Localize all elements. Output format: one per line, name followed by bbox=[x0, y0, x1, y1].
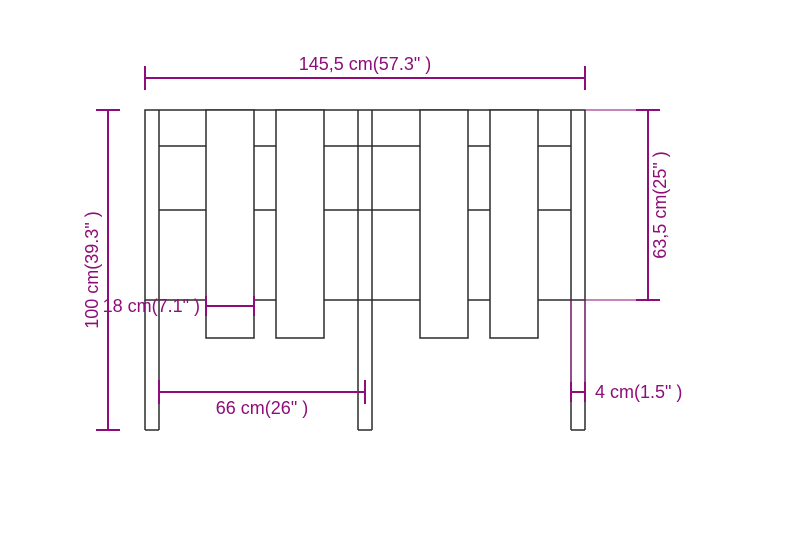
dim-width-label: 145,5 cm(57.3" ) bbox=[299, 54, 431, 74]
dim-slat-width-label: 18 cm(7.1" ) bbox=[103, 296, 200, 316]
dim-panel-height-label: 63,5 cm(25" ) bbox=[650, 151, 670, 258]
dim-leg-span-label: 66 cm(26" ) bbox=[216, 398, 308, 418]
dim-height: 100 cm(39.3" ) bbox=[82, 110, 120, 430]
diagram-stage: 145,5 cm(57.3" ) 100 cm(39.3" ) 63,5 cm(25… bbox=[0, 0, 800, 533]
dim-thickness: 4 cm(1.5" ) bbox=[571, 300, 682, 402]
dim-panel-height: 63,5 cm(25" ) bbox=[636, 110, 670, 300]
dim-thickness-label: 4 cm(1.5" ) bbox=[595, 382, 682, 402]
dim-leg-span: 66 cm(26" ) bbox=[159, 380, 365, 418]
dim-height-label: 100 cm(39.3" ) bbox=[82, 211, 102, 328]
diagram-svg: 145,5 cm(57.3" ) 100 cm(39.3" ) 63,5 cm(25… bbox=[0, 0, 800, 533]
dim-width: 145,5 cm(57.3" ) bbox=[145, 54, 585, 90]
